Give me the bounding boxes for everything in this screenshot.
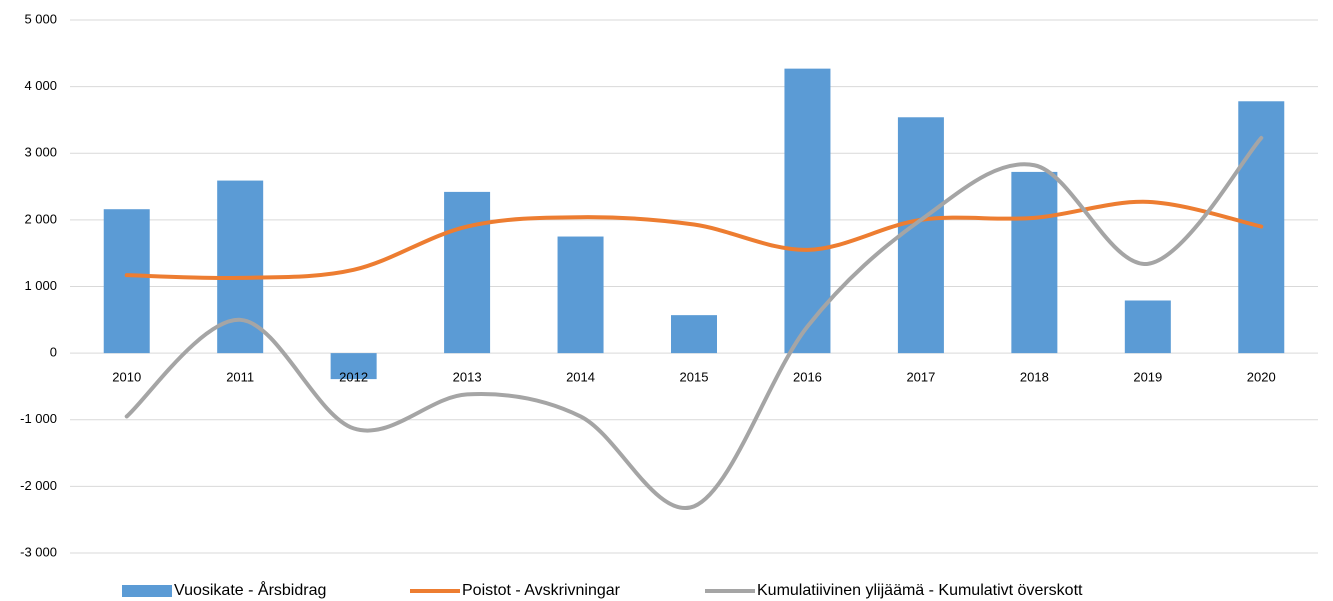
x-tick-label: 2020	[1247, 370, 1276, 385]
x-tick-label: 2015	[680, 370, 709, 385]
y-tick-label: -2 000	[20, 478, 57, 493]
y-tick-label: 0	[50, 345, 57, 360]
bar	[1011, 171, 1058, 354]
line	[124, 199, 1264, 280]
bar	[1124, 300, 1171, 354]
y-tick-label: 1 000	[24, 278, 57, 293]
y-tick-label: 5 000	[24, 11, 57, 26]
bar	[784, 68, 831, 354]
x-tick-label: 2012	[339, 370, 368, 385]
line	[124, 135, 1264, 511]
y-tick-label: -3 000	[20, 544, 57, 559]
bar	[671, 315, 717, 354]
bar	[103, 209, 150, 354]
y-tick-label: 3 000	[24, 145, 57, 160]
x-tick-label: 2018	[1020, 370, 1049, 385]
y-tick-label: 2 000	[24, 211, 57, 226]
bar	[330, 353, 377, 380]
y-tick-label: -1 000	[20, 411, 57, 426]
bar	[897, 117, 944, 354]
x-tick-label: 2013	[453, 370, 482, 385]
bar	[557, 236, 604, 354]
x-tick-label: 2011	[226, 370, 254, 385]
legend-label: Vuosikate - Årsbidrag	[174, 580, 326, 599]
legend-swatch	[122, 585, 172, 597]
x-tick-label: 2014	[566, 370, 595, 385]
x-tick-label: 2017	[906, 370, 935, 385]
legend-label: Kumulatiivinen ylijäämä - Kumulativt öve…	[757, 582, 1083, 599]
x-tick-label: 2019	[1133, 370, 1162, 385]
x-tick-label: 2010	[112, 370, 141, 385]
x-tick-label: 2016	[793, 370, 822, 385]
legend-label: Poistot - Avskrivningar	[462, 582, 621, 599]
bar	[444, 191, 491, 354]
y-tick-label: 4 000	[24, 78, 57, 93]
